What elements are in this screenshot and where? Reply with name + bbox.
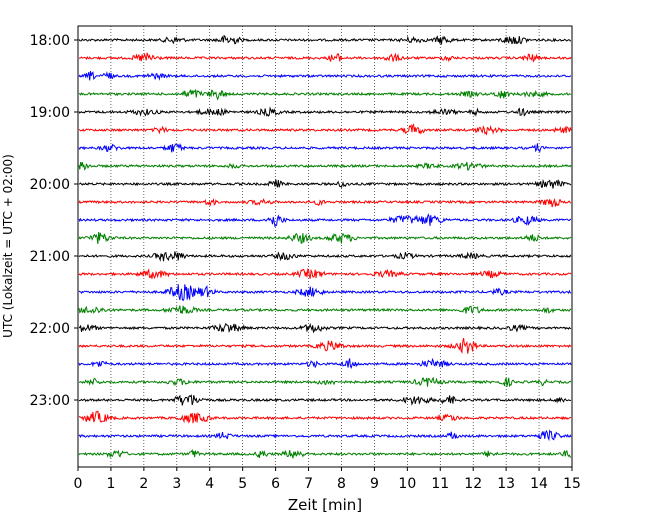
x-tick-label: 7 bbox=[304, 476, 313, 492]
y-tick-label: 21:00 bbox=[30, 249, 70, 265]
trace-line bbox=[78, 357, 572, 370]
x-tick-label: 10 bbox=[398, 476, 416, 492]
trace-line bbox=[78, 34, 572, 45]
trace-line bbox=[78, 123, 572, 136]
x-axis-label: Zeit [min] bbox=[288, 496, 362, 514]
x-tick-label: 5 bbox=[238, 476, 247, 492]
trace-line bbox=[78, 322, 572, 334]
trace-line bbox=[78, 394, 572, 406]
x-tick-label: 14 bbox=[530, 476, 548, 492]
x-tick-label: 11 bbox=[431, 476, 449, 492]
y-tick-label: 19:00 bbox=[30, 105, 70, 121]
y-tick-label: 23:00 bbox=[30, 393, 70, 409]
trace-line bbox=[78, 52, 572, 63]
y-tick-label: 20:00 bbox=[30, 177, 70, 193]
plot-frame bbox=[77, 25, 573, 468]
x-axis-ticks: 0 1 2 3 4 5 6 7 8 9 10 11 12 13 14 15 bbox=[74, 467, 581, 492]
x-tick-label: 12 bbox=[464, 476, 482, 492]
y-axis-label: UTC (Lokalzeit = UTC + 02:00) bbox=[1, 154, 15, 338]
x-tick-label: 4 bbox=[205, 476, 214, 492]
x-tick-label: 9 bbox=[370, 476, 379, 492]
trace-line bbox=[78, 337, 572, 354]
seismic-traces bbox=[78, 34, 572, 459]
trace-line bbox=[78, 71, 572, 81]
trace-line bbox=[78, 106, 572, 117]
trace-line bbox=[78, 410, 572, 424]
x-tick-label: 0 bbox=[74, 476, 83, 492]
trace-line bbox=[78, 376, 572, 388]
trace-line bbox=[78, 197, 572, 208]
trace-line bbox=[78, 178, 572, 189]
trace-line bbox=[78, 429, 572, 442]
trace-line bbox=[78, 213, 572, 228]
trace-line bbox=[78, 88, 572, 101]
trace-line bbox=[78, 284, 572, 302]
y-tick-label: 22:00 bbox=[30, 321, 70, 337]
x-tick-label: 13 bbox=[497, 476, 515, 492]
x-tick-label: 8 bbox=[337, 476, 346, 492]
y-axis-ticks: 18:00 19:00 20:00 21:00 22:00 23:00 bbox=[30, 33, 78, 409]
trace-line bbox=[78, 232, 572, 245]
y-tick-label: 18:00 bbox=[30, 33, 70, 49]
x-tick-label: 2 bbox=[139, 476, 148, 492]
x-tick-label: 3 bbox=[172, 476, 181, 492]
trace-line bbox=[78, 143, 572, 153]
x-tick-label: 15 bbox=[563, 476, 581, 492]
x-tick-label: 6 bbox=[271, 476, 280, 492]
trace-line bbox=[78, 268, 572, 280]
trace-line bbox=[78, 161, 572, 171]
trace-line bbox=[78, 305, 572, 314]
trace-line bbox=[78, 251, 572, 262]
trace-line bbox=[78, 448, 572, 459]
x-tick-label: 1 bbox=[106, 476, 115, 492]
